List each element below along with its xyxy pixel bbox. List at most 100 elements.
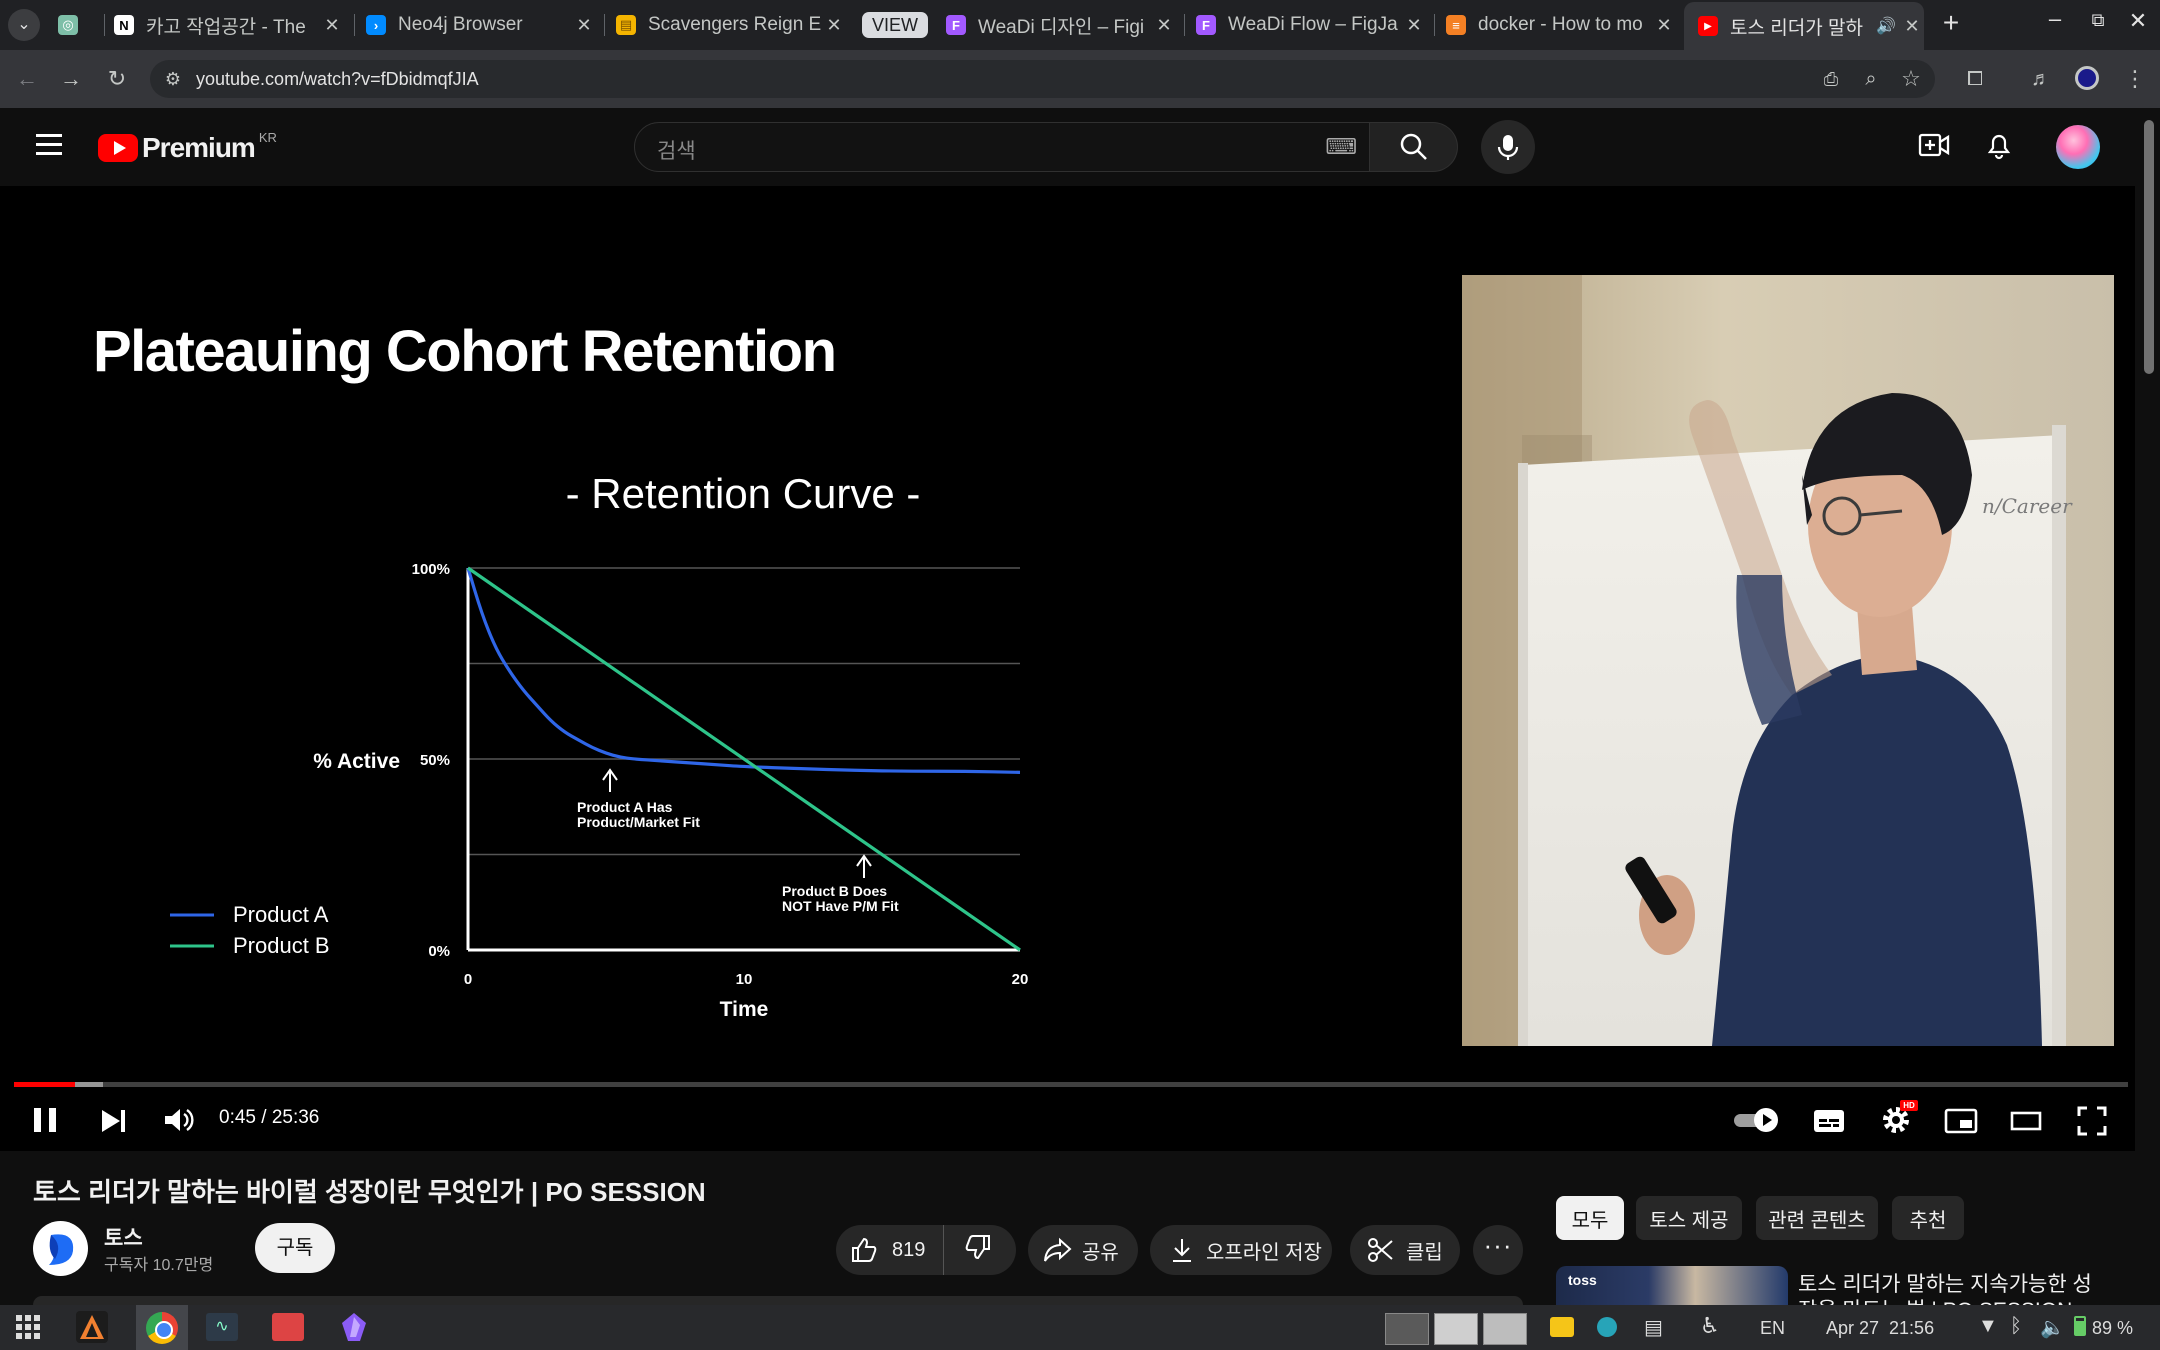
chrome-icon[interactable] [136, 1305, 188, 1350]
media-control-icon[interactable]: ♬ [2031, 68, 2051, 90]
progress-bar[interactable] [14, 1082, 2128, 1087]
like-count: 819 [892, 1238, 926, 1261]
thumb-brand: toss [1568, 1272, 1597, 1288]
bookmark-star-icon[interactable]: ☆ [1901, 66, 1921, 91]
zoom-icon[interactable]: ⌕ [1865, 68, 1877, 90]
tab-search-button[interactable]: ⌄ [8, 9, 40, 41]
alacritty-icon[interactable] [76, 1311, 108, 1343]
back-icon[interactable]: ← [16, 66, 38, 91]
youtube-logo[interactable]: Premium KR [98, 130, 277, 164]
tab-youtube-active[interactable]: ▶ 토스 리더가 말하 🔊 ✕ [1684, 2, 1924, 50]
close-icon[interactable]: ✕ [576, 14, 592, 35]
tab-neo4j[interactable]: › Neo4j Browser ✕ [366, 6, 596, 44]
workspace-2[interactable] [1434, 1313, 1478, 1345]
tab-group-label[interactable]: VIEW [862, 12, 929, 38]
close-window-button[interactable]: ✕ [2128, 8, 2148, 33]
user-avatar[interactable] [2056, 125, 2100, 169]
tab-chatgpt[interactable]: ◎ [58, 6, 98, 44]
tray-app-icon[interactable] [1550, 1317, 1574, 1337]
more-horizontal-icon: ··· [1483, 1229, 1513, 1260]
create-video-icon[interactable] [1918, 132, 1950, 158]
bluetooth-icon[interactable]: ᛒ [2010, 1315, 2022, 1337]
share-button[interactable]: 공유 [1028, 1225, 1138, 1275]
sync-icon[interactable] [1597, 1317, 1617, 1337]
close-icon[interactable]: ✕ [1156, 14, 1172, 35]
extensions-icon[interactable]: ⧠ [1967, 68, 1983, 90]
tab-scavengers[interactable]: ▤ Scavengers Reign E ✕ [616, 6, 846, 44]
theater-mode-button[interactable] [2010, 1110, 2042, 1132]
close-icon[interactable]: ✕ [1406, 14, 1422, 35]
new-tab-button[interactable]: + [1942, 7, 1960, 38]
hamburger-menu-icon[interactable] [36, 134, 62, 156]
profile-icon[interactable] [2075, 66, 2099, 90]
obsidian-icon[interactable] [338, 1311, 370, 1343]
minimize-button[interactable]: – [2048, 6, 2062, 31]
address-bar[interactable] [150, 60, 1935, 98]
video-title: 토스 리더가 말하는 바이럴 성장이란 무엇인가 | PO SESSION [33, 1177, 706, 1207]
voice-search-button[interactable] [1481, 120, 1535, 174]
battery-icon[interactable] [2074, 1316, 2086, 1336]
fullscreen-button[interactable] [2077, 1106, 2107, 1136]
chip-related[interactable]: 관련 콘텐츠 [1756, 1196, 1878, 1240]
dislike-button[interactable] [944, 1233, 992, 1267]
accessibility-icon[interactable]: ♿ [1700, 1313, 1720, 1338]
download-icon [1173, 1239, 1191, 1262]
next-button[interactable] [100, 1108, 128, 1134]
channel-name[interactable]: 토스 [104, 1227, 143, 1250]
thumbs-down-icon [965, 1235, 990, 1260]
clip-button[interactable]: 클립 [1350, 1225, 1460, 1275]
pause-button[interactable] [34, 1106, 60, 1134]
clock[interactable]: Apr 27 21:56 [1826, 1318, 1935, 1338]
annotation-a-line1: Product A Has [577, 799, 673, 815]
x-axis-ticks: 0 10 20 [464, 971, 1029, 988]
forward-icon[interactable]: → [60, 66, 82, 91]
download-button[interactable]: 오프라인 저장 [1150, 1225, 1332, 1275]
miniplayer-button[interactable] [1944, 1108, 1978, 1134]
app-launcher-icon[interactable] [16, 1315, 40, 1339]
chart-series [466, 566, 1021, 952]
y-tick-label: 0% [428, 943, 450, 960]
close-icon[interactable]: ✕ [1904, 15, 1920, 36]
search-input[interactable]: 검색 ⌨ [634, 122, 1370, 172]
more-menu-icon[interactable]: ⋮ [2124, 66, 2146, 91]
volume-button[interactable] [163, 1106, 195, 1134]
keyboard-icon[interactable]: ⌨ [1325, 134, 1357, 159]
workspace-3[interactable] [1483, 1313, 1527, 1345]
more-actions-button[interactable]: ··· [1473, 1225, 1523, 1275]
url-text[interactable]: youtube.com/watch?v=fDbidmqfJIA [196, 69, 479, 89]
files-icon[interactable] [272, 1313, 304, 1341]
reload-icon[interactable]: ↻ [107, 66, 127, 91]
volume-tray-icon[interactable]: 🔈 [2040, 1317, 2065, 1339]
scrollbar-thumb[interactable] [2144, 120, 2154, 374]
close-icon[interactable]: ✕ [1656, 14, 1672, 35]
wifi-icon[interactable]: ▼ [1978, 1315, 1998, 1337]
scissors-icon [1368, 1238, 1393, 1262]
autoplay-toggle[interactable] [1734, 1108, 1780, 1132]
speaker-icon[interactable]: 🔊 [1876, 18, 1896, 35]
subtitles-button[interactable] [1813, 1108, 1845, 1134]
close-icon[interactable]: ✕ [324, 14, 340, 35]
tab-stackoverflow[interactable]: ≡ docker - How to mo ✕ [1446, 6, 1676, 44]
chip-from-toss[interactable]: 토스 제공 [1636, 1196, 1742, 1240]
subscribe-button[interactable]: 구독 [255, 1223, 335, 1273]
keyboard-layout[interactable]: EN [1760, 1318, 1786, 1338]
description-box-edge [33, 1296, 1523, 1305]
recommended-video[interactable]: toss 토스 리더가 말하는 지속가능한 성 장을 만드는 법 | PO SE… [1556, 1266, 2116, 1305]
clipboard-icon[interactable]: ▤ [1644, 1317, 1663, 1339]
install-app-icon[interactable]: ⎙ [1823, 69, 1839, 89]
like-button[interactable]: 819 [836, 1225, 944, 1275]
settings-button[interactable]: HD [1880, 1100, 1918, 1136]
tab-figjam[interactable]: F WeaDi Flow – FigJa ✕ [1196, 6, 1426, 44]
chip-recommended[interactable]: 추천 [1892, 1196, 1964, 1240]
restore-button[interactable]: ⧉ [2091, 10, 2105, 30]
search-button[interactable] [1370, 122, 1458, 172]
tab-notion[interactable]: N 카고 작업공간 - The ✕ [114, 6, 344, 44]
tab-figma-design[interactable]: F WeaDi 디자인 – Figi ✕ [946, 6, 1176, 44]
site-info-icon[interactable]: ⚙ [164, 69, 182, 89]
workspace-1[interactable] [1385, 1313, 1429, 1345]
channel-avatar[interactable] [33, 1221, 88, 1276]
notifications-bell-icon[interactable] [1984, 130, 2014, 160]
close-icon[interactable]: ✕ [826, 14, 842, 35]
system-monitor-icon[interactable]: ∿ [206, 1313, 238, 1341]
chip-all[interactable]: 모두 [1556, 1196, 1624, 1240]
